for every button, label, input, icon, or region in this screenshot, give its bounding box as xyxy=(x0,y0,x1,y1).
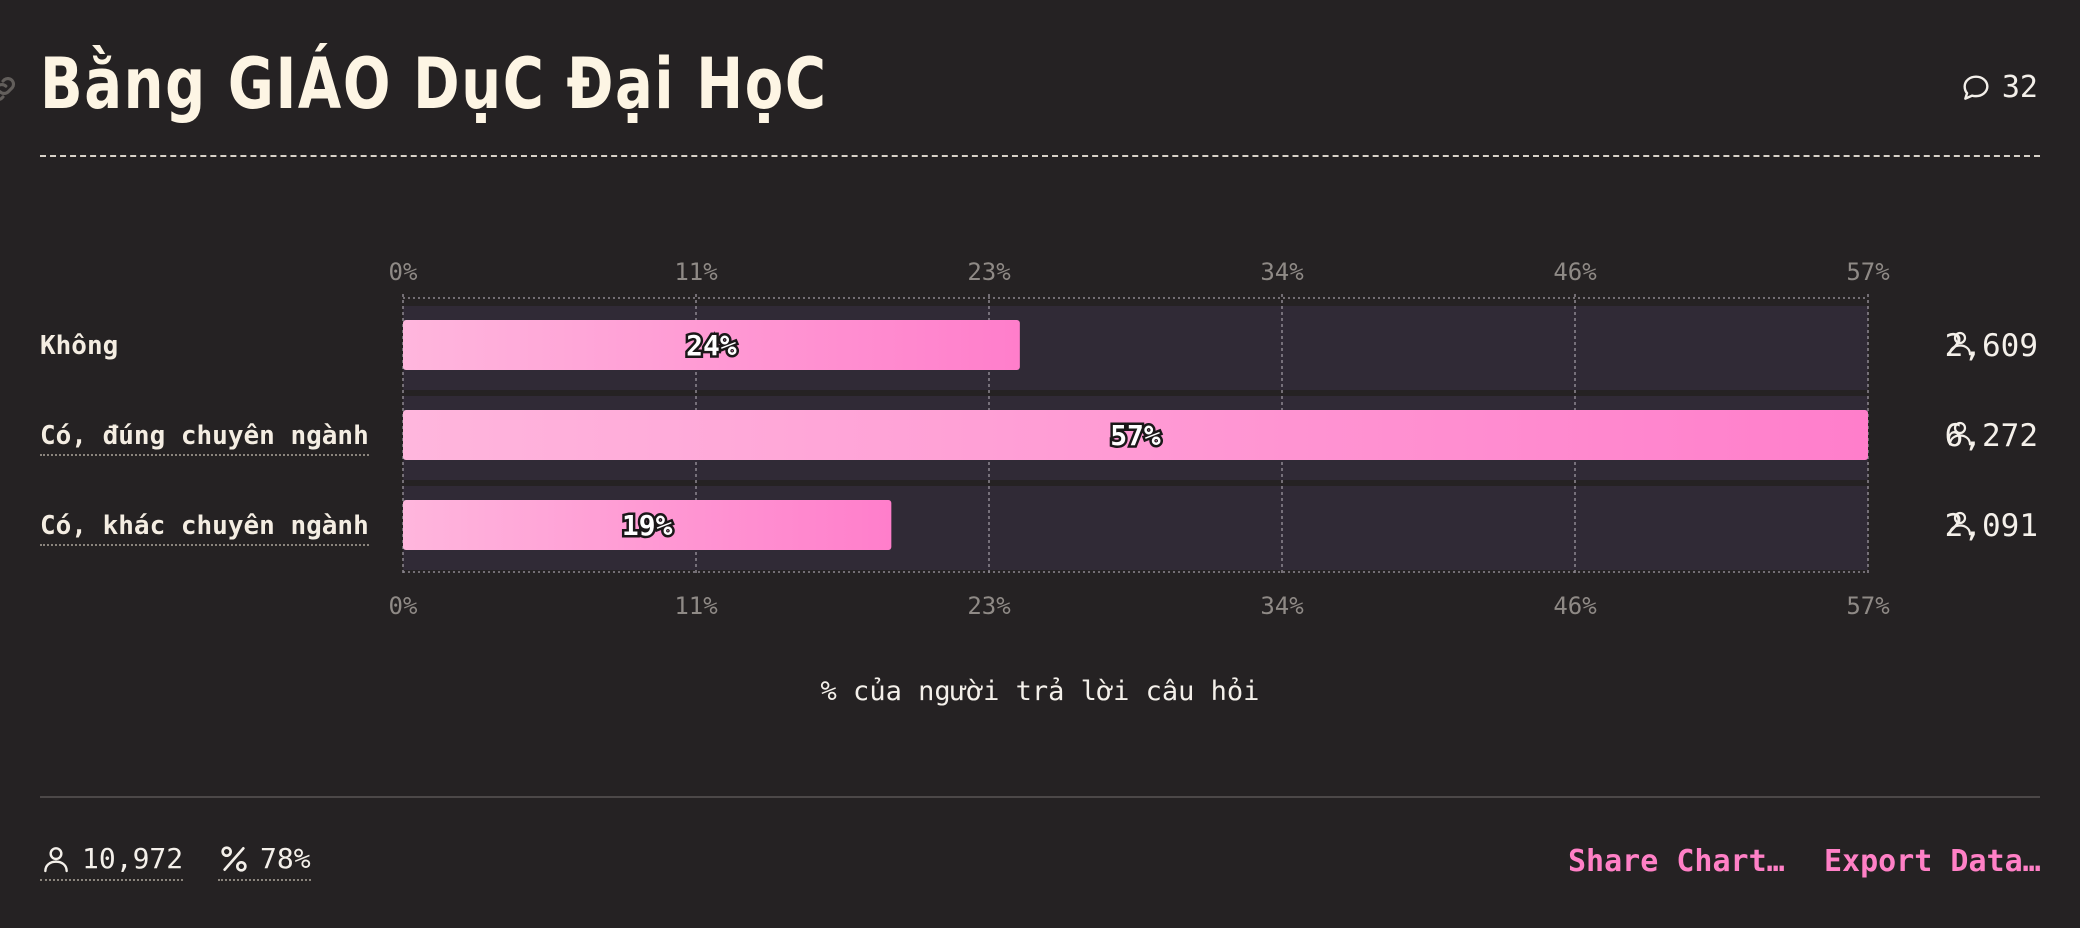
person-icon xyxy=(1948,511,1971,536)
comment-count: 32 xyxy=(2001,70,2038,105)
bar xyxy=(403,410,1868,460)
tick-label-bottom: 0% xyxy=(389,592,418,620)
tick-label-bottom: 11% xyxy=(674,592,718,620)
share-chart-button[interactable]: Share Chart… xyxy=(1568,844,1785,879)
tick-label-bottom: 34% xyxy=(1260,592,1304,620)
tick-label-top: 11% xyxy=(674,258,718,286)
percent-icon xyxy=(221,845,247,872)
bar-value-label: 57% xyxy=(1110,419,1161,452)
tick-label-top: 23% xyxy=(967,258,1011,286)
header-divider xyxy=(40,155,2040,157)
footer-divider xyxy=(40,796,2040,798)
tick-label-bottom: 57% xyxy=(1846,592,1890,620)
person-icon xyxy=(1948,331,1971,356)
tick-label-top: 57% xyxy=(1846,258,1890,286)
percent-stat[interactable]: 78% xyxy=(218,842,311,881)
bar xyxy=(403,320,1020,370)
person-icon xyxy=(1948,421,1971,446)
bar-value-label: 19% xyxy=(622,509,673,542)
person-icon xyxy=(44,846,68,872)
respondent-count: 2,609 xyxy=(1945,328,2038,364)
chart-canvas: 0% 0% 11% 11% 23% 23% 34% 34% 46% 46% 57% 57% 24% 57%… xyxy=(389,258,1891,620)
bar-value-label: 24% xyxy=(686,329,737,362)
percent-value: 78% xyxy=(260,842,311,875)
link-icon[interactable] xyxy=(0,72,20,106)
comment-icon xyxy=(1963,74,1989,100)
page-title: Bằng GIÁO DụC Đại HọC xyxy=(40,43,828,125)
respondents-count: 10,972 xyxy=(82,842,184,875)
comments-button[interactable]: 32 xyxy=(1960,70,2038,105)
bar-chart: 0% 0% 11% 11% 23% 23% 34% 34% 46% 46% 57% 57% 24% 57%… xyxy=(0,240,2080,640)
export-data-button[interactable]: Export Data… xyxy=(1824,844,2041,879)
x-axis-label: % của người trả lời câu hỏi xyxy=(820,676,1260,707)
tick-label-bottom: 46% xyxy=(1553,592,1597,620)
tick-label-bottom: 23% xyxy=(967,592,1011,620)
category-label[interactable]: Có, đúng chuyên ngành xyxy=(40,418,369,456)
respondents-stat[interactable]: 10,972 xyxy=(40,842,184,881)
respondent-count: 6,272 xyxy=(1945,418,2038,454)
category-label: Không xyxy=(40,331,119,361)
tick-label-top: 34% xyxy=(1260,258,1304,286)
respondent-count: 2,091 xyxy=(1945,508,2038,544)
category-label[interactable]: Có, khác chuyên ngành xyxy=(40,508,369,546)
tick-label-top: 46% xyxy=(1553,258,1597,286)
tick-label-top: 0% xyxy=(389,258,418,286)
bar xyxy=(403,500,892,550)
